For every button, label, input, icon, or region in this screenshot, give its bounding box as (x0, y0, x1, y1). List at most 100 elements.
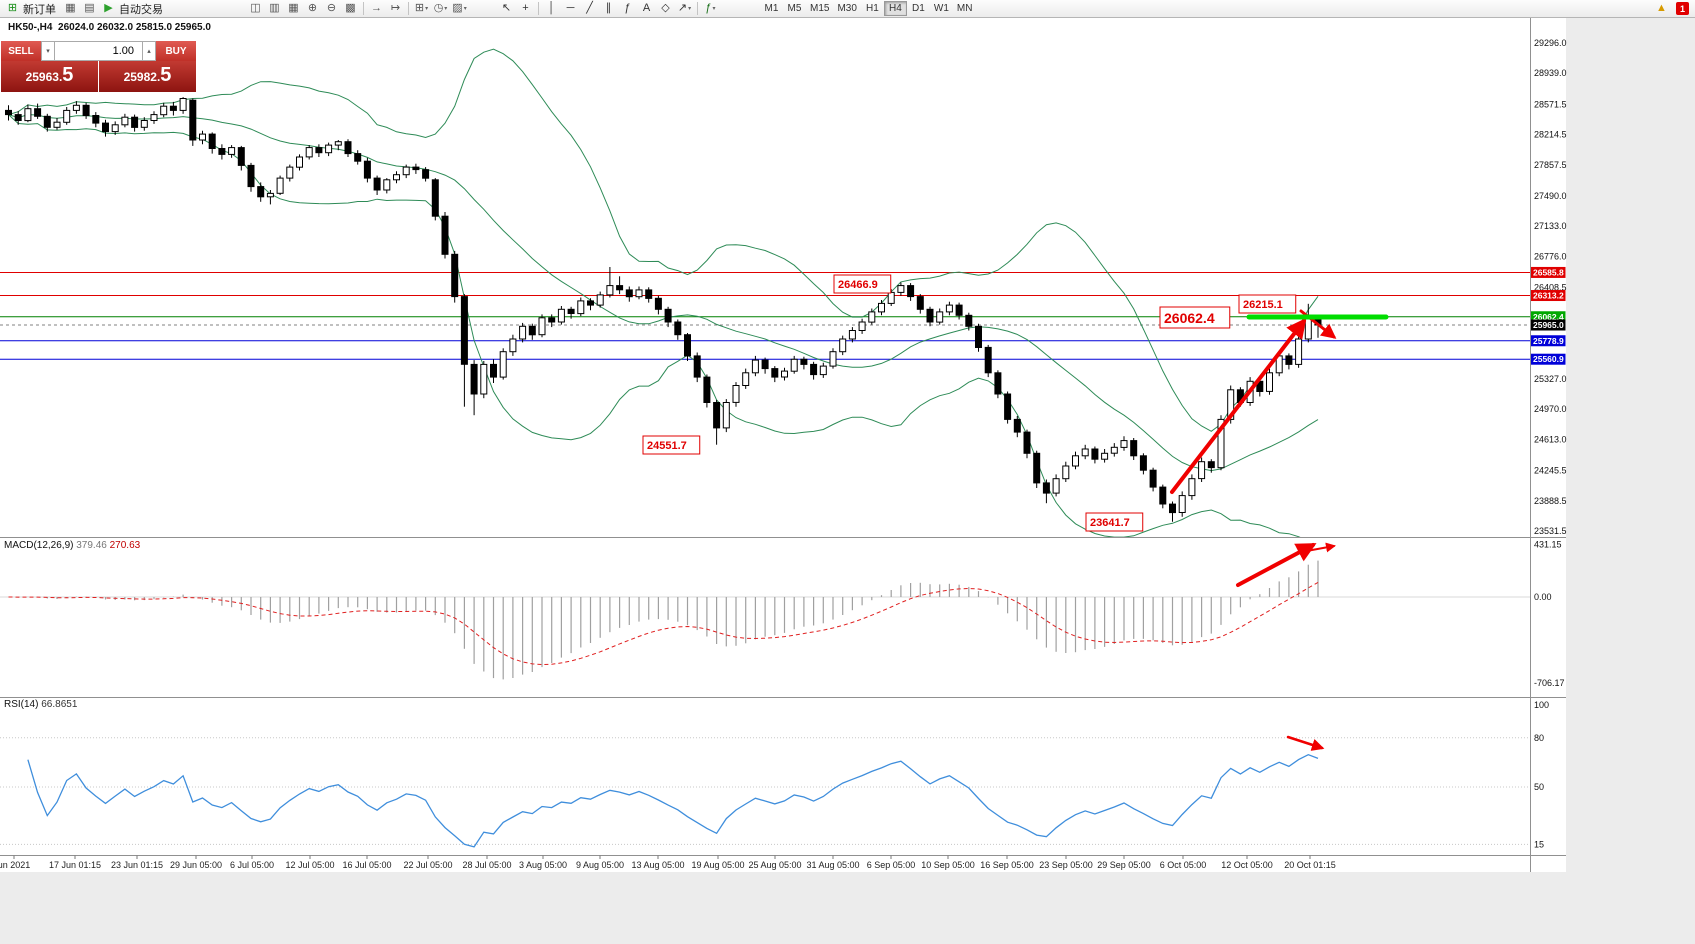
svg-text:0.00: 0.00 (1534, 592, 1552, 602)
time-axis: un 2021 17 Jun 01:15 23 Jun 01:15 29 Jun 05… (0, 855, 1336, 870)
volume-increase-button[interactable]: ▴ (142, 41, 156, 61)
crosshair-icon[interactable]: + (516, 1, 535, 17)
templates-icon-glyph: ▨ (452, 2, 463, 14)
price-callouts[interactable]: 26466.9 26215.1 26062.4 24551.7 23641.7 (642, 274, 1297, 532)
new-chart-dropdown-icon[interactable]: ▾ (425, 6, 429, 12)
autotrade-icon[interactable]: ▶ (99, 1, 118, 17)
drawing-annotations[interactable] (1170, 309, 1389, 751)
timeframe-m15-button[interactable]: M15 (810, 3, 830, 14)
fibonacci-icon-glyph: ƒ (624, 2, 631, 14)
text-icon-glyph: A (642, 2, 651, 14)
svg-text:50: 50 (1534, 782, 1544, 792)
zoom-out-icon[interactable]: ⊖ (322, 1, 341, 17)
new-chart-icon[interactable]: ⊞ ▾ (412, 1, 431, 17)
svg-text:3 Aug 05:00: 3 Aug 05:00 (519, 860, 567, 870)
periods-dropdown-icon[interactable]: ▾ (444, 6, 448, 12)
macd-signal-value: 270.63 (109, 540, 141, 551)
notification-badge[interactable]: 1 (1676, 2, 1689, 15)
text-icon[interactable]: A (637, 1, 656, 17)
svg-text:15: 15 (1534, 839, 1544, 849)
trendline-icon-glyph: ╱ (586, 2, 593, 14)
sell-price-main: 25963. (25, 70, 63, 84)
svg-text:22 Jul 05:00: 22 Jul 05:00 (403, 860, 452, 870)
arrows-tool-dropdown-icon[interactable]: ▾ (688, 6, 692, 12)
indicators-icon[interactable]: ƒ ▾ (701, 1, 720, 17)
sell-button[interactable]: SELL (1, 41, 41, 61)
timeframe-mn-button[interactable]: MN (956, 3, 973, 14)
channel-icon[interactable]: ∥ (599, 1, 618, 17)
templates-icon[interactable]: ▨ ▾ (450, 1, 469, 17)
toolbar-separator (697, 2, 698, 15)
svg-text:10 Sep 05:00: 10 Sep 05:00 (921, 860, 975, 870)
timeframe-h4-button[interactable]: H4 (883, 1, 907, 16)
trendline-icon[interactable]: ╱ (580, 1, 599, 17)
arrows-tool-icon[interactable]: ↗ ▾ (675, 1, 694, 17)
toolbar-separator (363, 2, 364, 15)
window-tile-vertical-icon-glyph: ▦ (288, 2, 299, 14)
window-tile-vertical-icon[interactable]: ▦ (284, 1, 303, 17)
templates-dropdown-icon[interactable]: ▾ (463, 6, 467, 12)
buy-price-main: 25982. (123, 70, 161, 84)
tile-windows-icon-glyph: ▩ (345, 2, 356, 14)
volume-input[interactable]: 1.00 (55, 41, 142, 61)
svg-text:17 Jun 01:15: 17 Jun 01:15 (49, 860, 101, 870)
auto-scroll-icon[interactable]: → (367, 1, 386, 17)
window-tile-horizontal-icon[interactable]: ▥ (265, 1, 284, 17)
profiles-icon[interactable]: ▤ (80, 1, 99, 17)
cursor-icon[interactable]: ↖ (497, 1, 516, 17)
window-cascade-icon[interactable]: ◫ (246, 1, 265, 17)
macd-title: MACD(12,26,9) (4, 540, 74, 551)
svg-text:23641.7: 23641.7 (1090, 517, 1130, 529)
fibonacci-icon[interactable]: ƒ (618, 1, 637, 17)
timeframe-w1-button[interactable]: W1 (933, 3, 949, 14)
periods-icon[interactable]: ◷ ▾ (431, 1, 450, 17)
indicators-dropdown-icon[interactable]: ▾ (712, 6, 716, 12)
timeframe-m5-button[interactable]: M5 (787, 3, 802, 14)
svg-text:28214.5: 28214.5 (1534, 130, 1567, 140)
alert-icon[interactable]: ▲ (1652, 1, 1671, 17)
buy-button[interactable]: BUY (156, 41, 196, 61)
timeframe-h1-button[interactable]: H1 (866, 3, 879, 14)
svg-text:6 Oct 05:00: 6 Oct 05:00 (1160, 860, 1207, 870)
rsi-value: 66.8651 (41, 699, 78, 710)
shapes-icon[interactable]: ◇ (656, 1, 675, 17)
svg-text:27133.0: 27133.0 (1534, 221, 1567, 231)
horizontal-level-lines[interactable] (0, 271, 1530, 360)
toolbar-separator (408, 2, 409, 15)
timeframe-d1-button[interactable]: D1 (912, 3, 925, 14)
svg-text:26313.2: 26313.2 (1533, 291, 1564, 301)
toolbar: ⊞ 新订单 ▦ ▤ ▶ 自动交易 ◫ ▥ ▦ ⊕ ⊖ ▩ → ↦ ⊞ ▾ ◷ ▾ ▨ ▾ ↖ + │ ─ ╱ ∥ ƒ A ◇ ↗ ▾ ƒ ▾ M… (0, 0, 1695, 18)
charts-icon[interactable]: ▦ (61, 1, 80, 17)
svg-text:100: 100 (1534, 700, 1549, 710)
chart-shift-icon[interactable]: ↦ (386, 1, 405, 17)
autotrade-icon-glyph: ▶ (104, 2, 113, 14)
buy-price-display[interactable]: 25982. 5 (99, 61, 196, 92)
volume-decrease-button[interactable]: ▾ (41, 41, 55, 61)
toolbar-right-group: ▲ 1 (1652, 0, 1692, 18)
symbol-ohlc-info: HK50-,H4 26024.0 26032.0 25815.0 25965.0 (8, 22, 211, 33)
svg-text:16 Jul 05:00: 16 Jul 05:00 (342, 860, 391, 870)
svg-text:25560.9: 25560.9 (1533, 354, 1564, 364)
vertical-line-icon[interactable]: │ (542, 1, 561, 17)
tile-windows-icon[interactable]: ▩ (341, 1, 360, 17)
chart-background (0, 18, 1566, 872)
new-order-icon[interactable]: ⊞ (3, 1, 22, 17)
svg-text:28 Jul 05:00: 28 Jul 05:00 (462, 860, 511, 870)
timeframe-m1-button[interactable]: M1 (764, 3, 779, 14)
horizontal-line-icon[interactable]: ─ (561, 1, 580, 17)
svg-text:16 Sep 05:00: 16 Sep 05:00 (980, 860, 1034, 870)
pane-separators[interactable] (0, 18, 1566, 872)
timeframe-m30-button[interactable]: M30 (837, 3, 857, 14)
shapes-icon-glyph: ◇ (661, 2, 670, 14)
vertical-line-icon-glyph: │ (548, 2, 555, 14)
svg-text:6 Sep 05:00: 6 Sep 05:00 (867, 860, 916, 870)
toolbar-gap (720, 8, 760, 9)
new-order-label[interactable]: 新订单 (23, 3, 56, 16)
new-order-icon-glyph: ⊞ (7, 2, 18, 14)
zoom-in-icon[interactable]: ⊕ (303, 1, 322, 17)
sell-price-display[interactable]: 25963. 5 (1, 61, 98, 92)
autotrade-label[interactable]: 自动交易 (119, 3, 163, 16)
svg-text:80: 80 (1534, 733, 1544, 743)
